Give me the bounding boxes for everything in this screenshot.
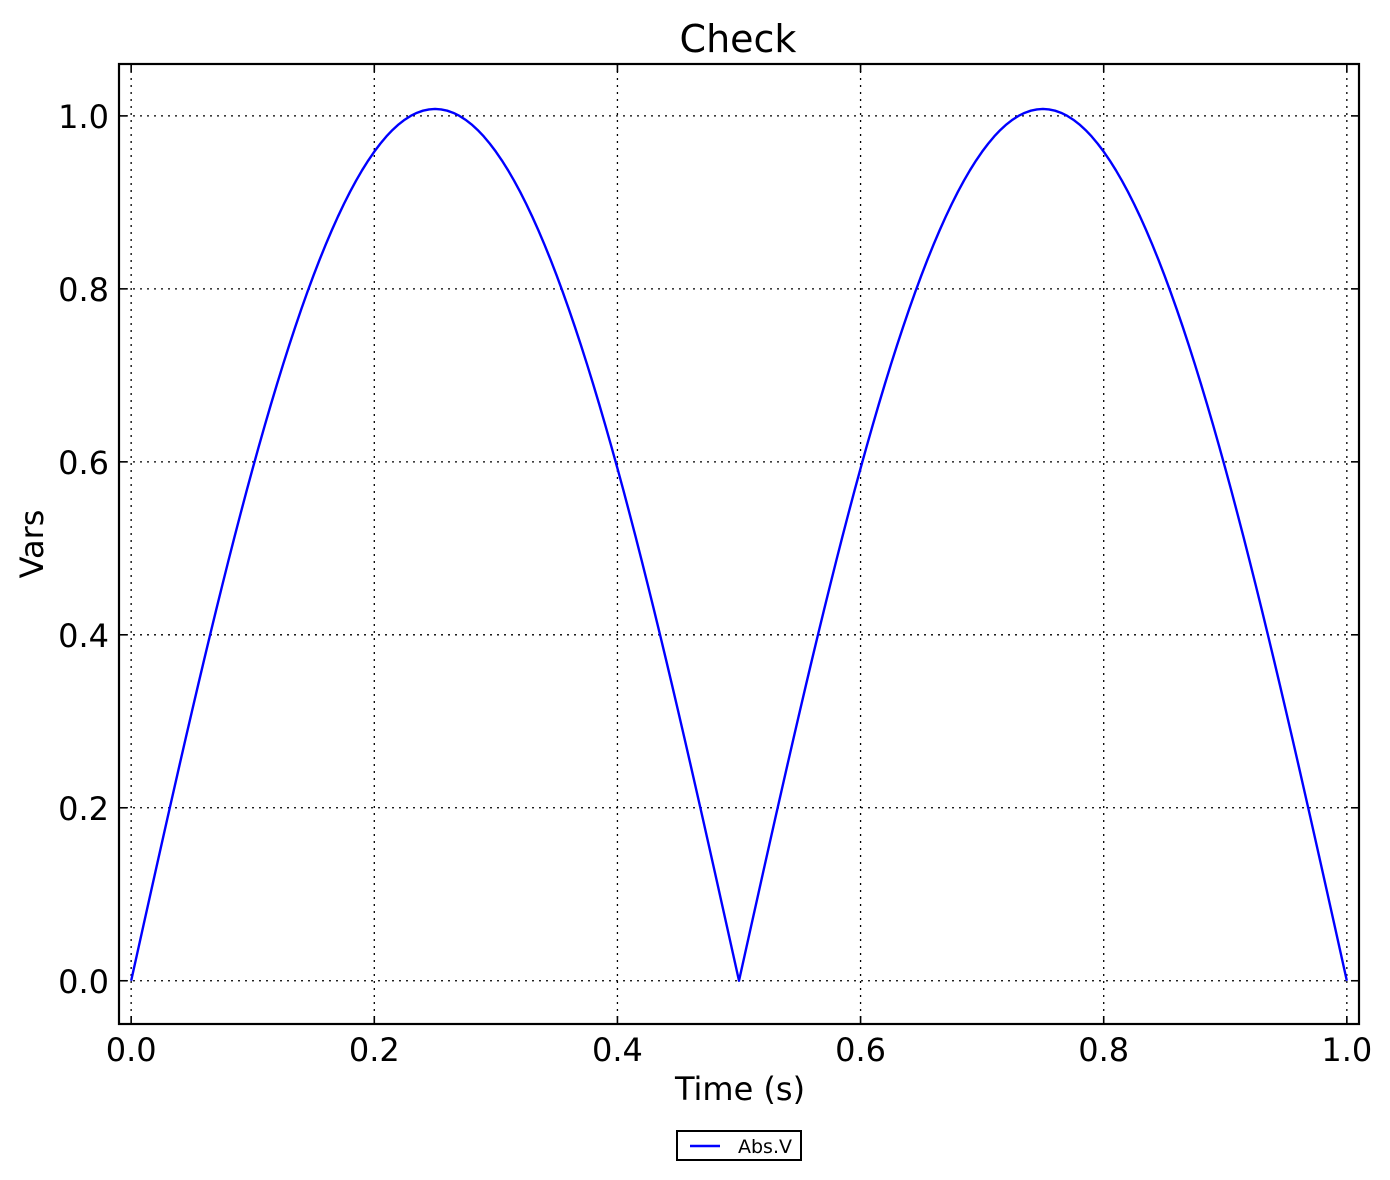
x-tick-label: 0.0 xyxy=(106,1031,157,1069)
series-layer xyxy=(129,107,1349,982)
x-tick-label: 0.2 xyxy=(349,1031,400,1069)
grid xyxy=(119,64,1359,1024)
legend-label-abs-v: Abs.V xyxy=(738,1136,792,1158)
x-tick-label: 1.0 xyxy=(1321,1031,1372,1069)
y-axis-label: Vars xyxy=(13,510,51,579)
chart-title: Check xyxy=(680,17,797,61)
x-tick-label: 0.8 xyxy=(1078,1031,1129,1069)
x-tick-label: 0.6 xyxy=(835,1031,886,1069)
y-tick-label: 0.2 xyxy=(58,790,109,828)
series-line-abs-v xyxy=(129,107,1349,982)
y-tick-label: 1.0 xyxy=(58,98,109,136)
legend: Abs.V xyxy=(676,1130,802,1161)
ticks: 0.0 0.2 0.4 0.6 0.8 1.0 0.0 0.2 0.4 0.6 0.8 1.0 xyxy=(58,64,1372,1069)
x-axis-label: Time (s) xyxy=(674,1070,805,1108)
y-tick-label: 0.0 xyxy=(58,963,109,1001)
plot-frame xyxy=(117,62,1361,1026)
y-tick-label: 0.4 xyxy=(58,617,109,655)
y-tick-label: 0.6 xyxy=(58,444,109,482)
y-tick-label: 0.8 xyxy=(58,271,109,309)
x-tick-label: 0.4 xyxy=(592,1031,643,1069)
